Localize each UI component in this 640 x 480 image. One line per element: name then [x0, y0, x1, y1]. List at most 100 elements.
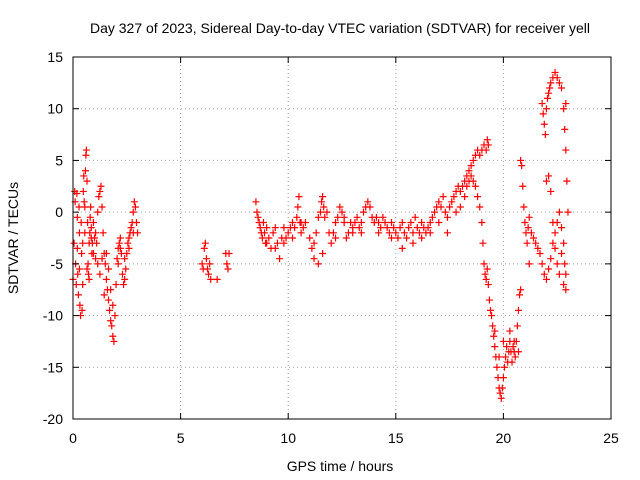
data-point [405, 224, 413, 232]
data-point [480, 260, 488, 268]
data-point [105, 265, 113, 273]
data-point [198, 260, 206, 268]
data-point [439, 193, 447, 201]
data-point [523, 239, 531, 247]
data-point [478, 218, 486, 226]
data-point [426, 218, 434, 226]
data-point [400, 229, 408, 237]
data-point [560, 281, 568, 289]
data-point [499, 374, 507, 382]
data-point [541, 131, 549, 139]
data-point [78, 306, 86, 314]
data-point [476, 203, 484, 211]
data-point [469, 156, 477, 164]
data-point [547, 187, 555, 195]
data-point [77, 218, 85, 226]
data-point [534, 244, 542, 252]
data-point [407, 218, 415, 226]
data-point [562, 270, 570, 278]
data-point [536, 250, 544, 258]
x-tick-label: 20 [496, 430, 512, 446]
data-point [316, 208, 324, 216]
data-point [499, 337, 507, 345]
data-point [469, 177, 477, 185]
data-point [291, 224, 299, 232]
data-point [213, 275, 221, 283]
data-point [320, 203, 328, 211]
y-axis-label: SDTVAR / TECUs [5, 182, 21, 294]
data-point [538, 260, 546, 268]
data-point [525, 213, 533, 221]
data-point [385, 229, 393, 237]
data-point [372, 213, 380, 221]
data-point [202, 255, 210, 263]
data-point [89, 250, 97, 258]
data-point [366, 203, 374, 211]
data-point [387, 218, 395, 226]
data-point [105, 296, 113, 304]
data-point [201, 239, 209, 247]
data-point [527, 229, 535, 237]
data-point [109, 301, 117, 309]
data-point [306, 234, 314, 242]
data-point [78, 250, 86, 258]
data-point [107, 317, 115, 325]
data-point [544, 94, 552, 102]
data-point [415, 229, 423, 237]
data-point [514, 306, 522, 314]
data-point [551, 244, 559, 252]
data-point [338, 208, 346, 216]
data-point [517, 156, 525, 164]
data-point [96, 270, 104, 278]
data-point [75, 265, 83, 273]
data-point [518, 162, 526, 170]
data-point [398, 218, 406, 226]
y-tick-label: 10 [47, 101, 63, 117]
data-point [73, 190, 81, 198]
data-point [390, 224, 398, 232]
data-point [509, 343, 517, 351]
data-point [482, 146, 490, 154]
data-point [441, 208, 449, 216]
data-point [484, 141, 492, 149]
data-point [80, 172, 88, 180]
data-point [437, 203, 445, 211]
data-point [125, 244, 133, 252]
data-point [426, 229, 434, 237]
data-point [514, 348, 522, 356]
data-point [431, 208, 439, 216]
data-point [551, 229, 559, 237]
data-point [396, 224, 404, 232]
data-point [538, 100, 546, 108]
data-point [258, 234, 266, 242]
data-point [115, 239, 123, 247]
y-tick-label: -15 [43, 359, 63, 375]
data-point [525, 260, 533, 268]
data-point [323, 208, 331, 216]
data-point [387, 234, 395, 242]
data-point [418, 234, 426, 242]
data-point [485, 296, 493, 304]
data-point [398, 244, 406, 252]
data-point [81, 167, 89, 175]
data-point [271, 224, 279, 232]
data-point [295, 193, 303, 201]
data-point [530, 234, 538, 242]
data-point [310, 255, 318, 263]
data-point [484, 281, 492, 289]
data-point [551, 69, 559, 77]
x-axis-label: GPS time / hours [287, 458, 394, 474]
data-point [334, 213, 342, 221]
data-point [82, 146, 90, 154]
data-point [555, 79, 563, 87]
data-points [69, 69, 572, 402]
data-point [289, 234, 297, 242]
data-point [81, 203, 89, 211]
data-point [74, 270, 82, 278]
plot-frame [72, 56, 612, 420]
data-point [542, 177, 550, 185]
data-point [271, 244, 279, 252]
data-point [542, 105, 550, 113]
data-point [223, 260, 231, 268]
data-point [116, 244, 124, 252]
